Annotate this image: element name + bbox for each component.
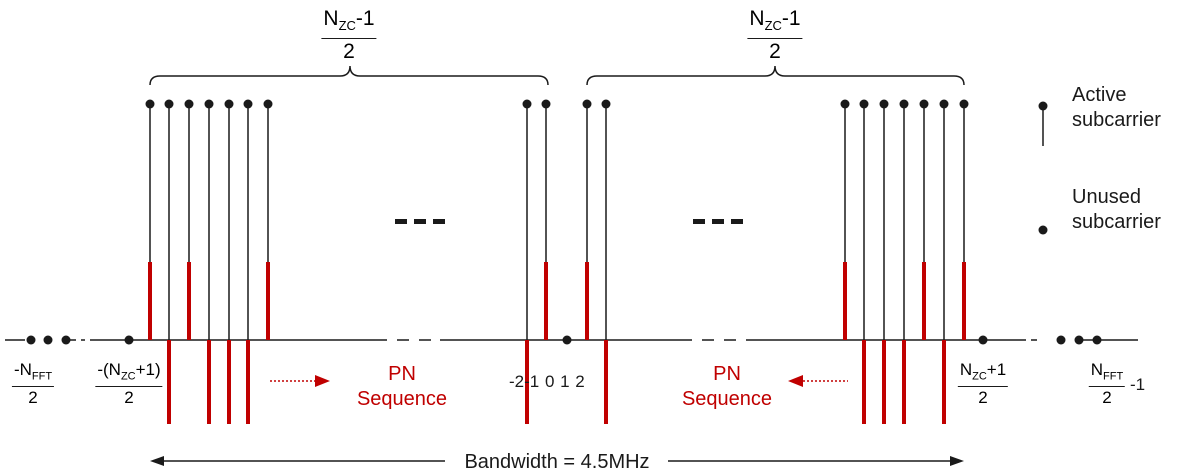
unused-subcarriers bbox=[26, 335, 1102, 345]
subcarrier-head bbox=[939, 99, 949, 109]
pn-bars bbox=[148, 262, 966, 424]
subcarrier-head bbox=[204, 99, 214, 109]
subcarrier-head bbox=[879, 99, 889, 109]
subcarrier-head bbox=[263, 99, 273, 109]
pn-arrow-right bbox=[788, 375, 848, 387]
active-subcarriers bbox=[145, 99, 969, 340]
subcarrier-head bbox=[541, 99, 551, 109]
legend-active-symbol bbox=[1038, 101, 1048, 146]
subcarrier-head bbox=[243, 99, 253, 109]
subcarrier-head bbox=[582, 99, 592, 109]
left-brace bbox=[149, 65, 549, 86]
subcarrier-head bbox=[959, 99, 969, 109]
bandwidth-arrow bbox=[150, 456, 964, 466]
ellipsis-marks bbox=[395, 219, 743, 224]
subcarrier-head bbox=[522, 99, 532, 109]
subcarrier-head bbox=[224, 99, 234, 109]
subcarrier-head bbox=[919, 99, 929, 109]
pn-arrow-left bbox=[270, 375, 330, 387]
subcarrier-head bbox=[184, 99, 194, 109]
subcarrier-head bbox=[840, 99, 850, 109]
legend-unused-symbol bbox=[1038, 225, 1048, 235]
subcarrier-head bbox=[164, 99, 174, 109]
subcarrier-head bbox=[145, 99, 155, 109]
subcarrier-head bbox=[859, 99, 869, 109]
subcarrier-head bbox=[899, 99, 909, 109]
subcarrier-head bbox=[601, 99, 611, 109]
right-brace bbox=[586, 65, 965, 86]
